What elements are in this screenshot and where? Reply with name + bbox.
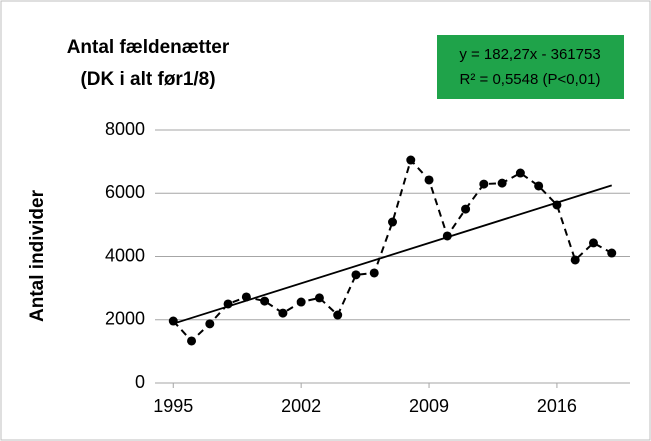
x-tick-label: 2002 <box>281 396 321 416</box>
y-tick-label: 8000 <box>105 119 145 139</box>
data-point <box>296 297 306 307</box>
annotation: R² = 0,5548 (P<0,01) <box>460 71 601 88</box>
y-tick-label: 6000 <box>105 182 145 202</box>
data-point <box>424 175 434 185</box>
data-point <box>388 217 397 227</box>
data-point <box>314 293 324 303</box>
data-point <box>497 178 507 188</box>
data-point <box>552 200 562 210</box>
data-point <box>241 292 251 302</box>
data-point <box>588 238 598 248</box>
data-point <box>570 255 580 265</box>
y-tick-label: 2000 <box>105 309 145 329</box>
x-tick-label: 2016 <box>537 396 577 416</box>
x-tick-label: 1995 <box>153 396 193 416</box>
annotation-box <box>437 35 624 99</box>
y-tick-label: 0 <box>135 372 145 392</box>
x-tick-label: 2009 <box>409 396 449 416</box>
data-point <box>607 248 617 258</box>
data-point <box>369 268 379 278</box>
data-point <box>461 204 471 214</box>
chart-title: (DK i alt før1/8) <box>80 69 215 90</box>
data-point <box>168 316 178 326</box>
annotation: y = 182,27x - 361753 <box>459 46 600 63</box>
data-point <box>205 319 215 329</box>
data-point <box>260 296 270 306</box>
data-point <box>187 336 197 346</box>
data-point <box>515 168 525 178</box>
data-point <box>351 270 361 280</box>
data-point <box>223 299 233 309</box>
data-point <box>333 310 343 320</box>
y-tick-label: 4000 <box>105 245 145 265</box>
data-point <box>278 308 288 318</box>
data-point <box>442 231 452 241</box>
chart-title: Antal fældenætter <box>67 37 230 58</box>
data-point <box>406 155 416 165</box>
y-axis-label: Antal individer <box>27 189 48 322</box>
data-point <box>534 181 544 191</box>
data-point <box>479 179 489 189</box>
